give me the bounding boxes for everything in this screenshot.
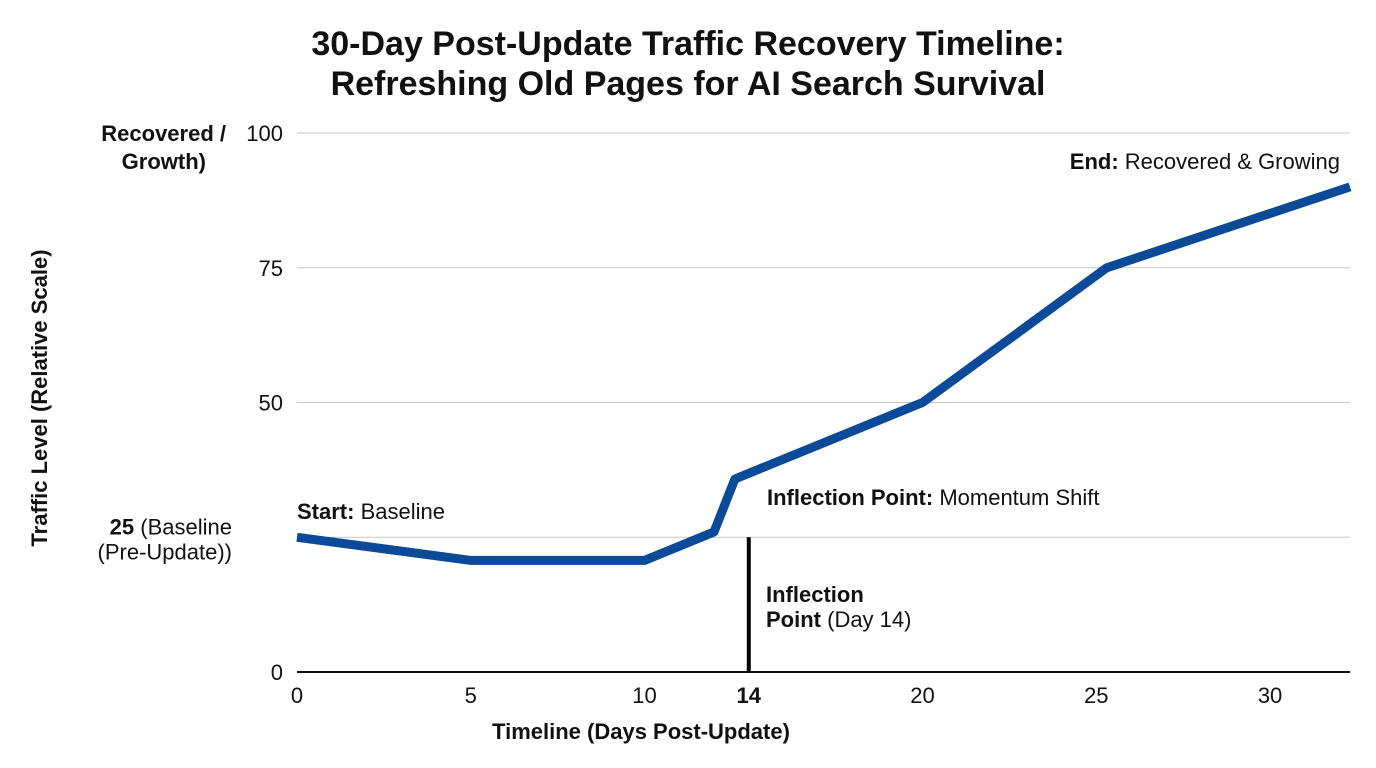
y-tick-label: 50	[259, 391, 283, 416]
end-annotation-text: Recovered & Growing	[1119, 149, 1340, 174]
chart-title-line-1: 30-Day Post-Update Traffic Recovery Time…	[311, 25, 1064, 63]
marker-annotation-line-1: Inflection	[766, 582, 864, 607]
inflection-annotation-bold: Inflection Point:	[767, 485, 933, 510]
series-line	[296, 182, 1352, 565]
series-lines	[296, 182, 1352, 565]
start-annotation-bold: Start:	[297, 499, 354, 524]
inflection-annotation-text: Momentum Shift	[933, 485, 1099, 510]
x-tick-label: 20	[910, 683, 934, 708]
y-annotation-bold: 25	[110, 514, 134, 539]
y-axis-annotations: Recovered / Growth) 25 (Baseline(Pre-Updat…	[98, 121, 232, 564]
x-tick-label: 5	[465, 683, 477, 708]
start-annotation-text: Baseline	[354, 499, 445, 524]
x-axis-label: Timeline (Days Post-Update)	[492, 719, 790, 744]
y-annotation-bold: Recovered /	[101, 121, 226, 146]
y-annotation-text: (Baseline	[134, 514, 232, 539]
y-annotation-line: Recovered /	[101, 121, 226, 146]
y-annotation-line: Growth)	[122, 149, 206, 174]
y-annotation-bold: Growth)	[122, 149, 206, 174]
marker-annotation-line-2: Point (Day 14)	[766, 607, 911, 632]
x-axis-ticks: 0 5 10 14 20 25 30	[291, 683, 1282, 708]
x-tick-label: 14	[737, 683, 762, 708]
inflection-annotation: Inflection Point: Momentum Shift	[767, 485, 1099, 510]
x-tick-label: 10	[632, 683, 656, 708]
start-annotation: Start: Baseline	[297, 499, 445, 524]
y-axis-ticks: 0 50 75 100	[246, 121, 283, 685]
x-tick-label: 25	[1084, 683, 1108, 708]
y-tick-label: 100	[246, 121, 283, 146]
y-annotation-line: 25 (Baseline	[110, 514, 232, 539]
x-tick-label: 0	[291, 683, 303, 708]
chart-title-line-2: Refreshing Old Pages for AI Search Survi…	[331, 65, 1046, 103]
chart-title: 30-Day Post-Update Traffic Recovery Time…	[311, 25, 1064, 103]
y-tick-label: 75	[259, 256, 283, 281]
end-annotation: End: Recovered & Growing	[1070, 149, 1340, 174]
marker-annotation-line-1-bold: Inflection	[766, 582, 864, 607]
end-annotation-bold: End:	[1070, 149, 1119, 174]
y-tick-label: 0	[271, 660, 283, 685]
marker-annotation-line-2-text: (Day 14)	[821, 607, 911, 632]
gridlines	[297, 132, 1350, 673]
marker-annotation-line-2-bold: Point	[766, 607, 822, 632]
y-axis-label: Traffic Level (Relative Scale)	[27, 249, 52, 546]
x-tick-label: 30	[1258, 683, 1282, 708]
y-annotation-text: (Pre-Update))	[98, 539, 232, 564]
y-annotation-line: (Pre-Update))	[98, 539, 232, 564]
